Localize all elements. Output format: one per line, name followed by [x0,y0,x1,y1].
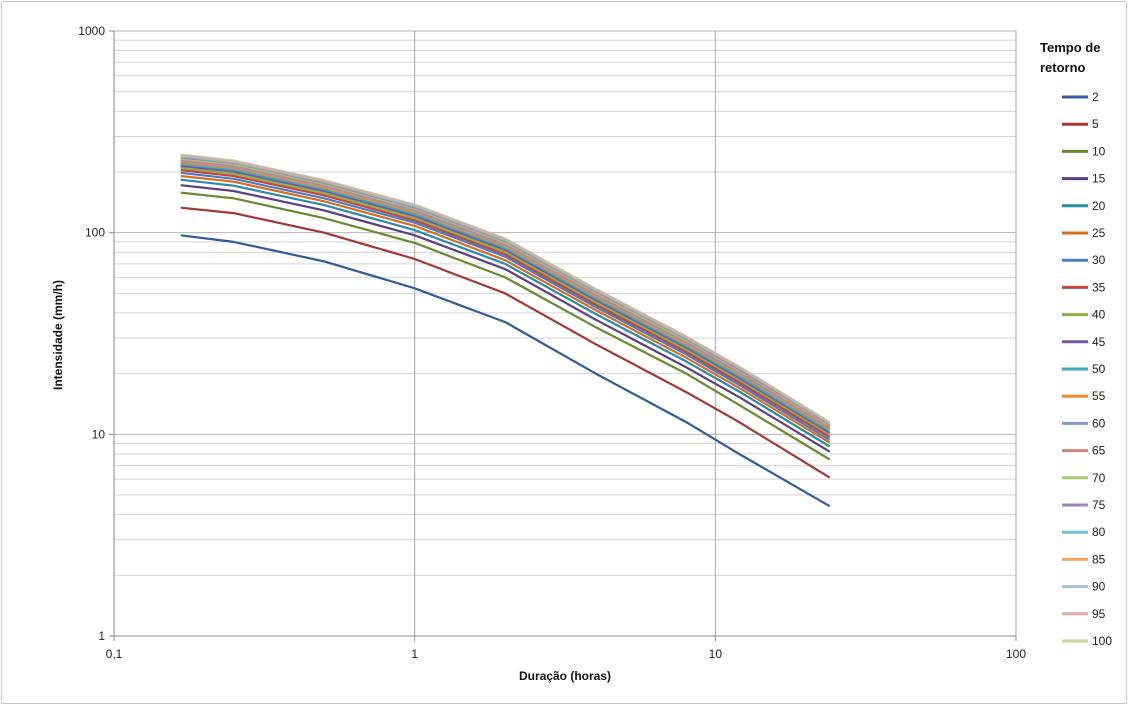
legend-label-90: 90 [1092,580,1106,594]
series-line-20 [180,178,831,448]
series-line-50 [180,163,831,433]
series-line-5 [180,206,831,479]
y-tick-label: 100 [85,226,105,240]
legend-label-75: 75 [1092,498,1106,512]
x-tick-label: 10 [709,647,723,661]
series-line-25 [180,174,831,444]
y-tick-label: 1 [98,629,105,643]
series-line-2 [180,234,831,508]
y-tick-label: 1000 [78,24,105,38]
series-line-10 [180,191,831,461]
legend-layer: Tempo deretorno2510152025303540455055606… [1040,40,1112,648]
x-tick-label: 100 [1006,647,1026,661]
x-tick-label: 1 [411,647,418,661]
legend-label-15: 15 [1092,172,1106,186]
legend-label-5: 5 [1092,117,1099,131]
legend-title: retorno [1040,60,1086,75]
legend-label-2: 2 [1092,90,1099,104]
legend-label-55: 55 [1092,389,1106,403]
series-line-45 [180,165,831,435]
legend-title: Tempo de [1040,40,1100,55]
series-layer [180,153,831,508]
series-line-15 [180,184,831,453]
legend-label-35: 35 [1092,280,1106,294]
legend-label-60: 60 [1092,416,1106,430]
legend-label-50: 50 [1092,362,1106,376]
legend-label-45: 45 [1092,335,1106,349]
legend-label-30: 30 [1092,253,1106,267]
series-line-30 [180,171,831,441]
legend-label-10: 10 [1092,144,1106,158]
legend-label-100: 100 [1092,634,1112,648]
series-line-35 [180,169,831,438]
legend-label-85: 85 [1092,552,1106,566]
y-tick-label: 10 [92,427,106,441]
y-axis-title: Intensidade (mm/h) [51,280,65,390]
series-line-40 [180,167,831,437]
legend-label-95: 95 [1092,607,1106,621]
legend-label-70: 70 [1092,471,1106,485]
x-tick-label: 0,1 [106,647,123,661]
series-line-60 [180,160,831,431]
legend-label-40: 40 [1092,308,1106,322]
legend-label-65: 65 [1092,444,1106,458]
legend-label-20: 20 [1092,199,1106,213]
grid-layer [113,30,1017,637]
series-line-55 [180,162,831,432]
x-axis-title: Duração (horas) [519,669,611,683]
legend-label-25: 25 [1092,226,1106,240]
legend-label-80: 80 [1092,525,1106,539]
